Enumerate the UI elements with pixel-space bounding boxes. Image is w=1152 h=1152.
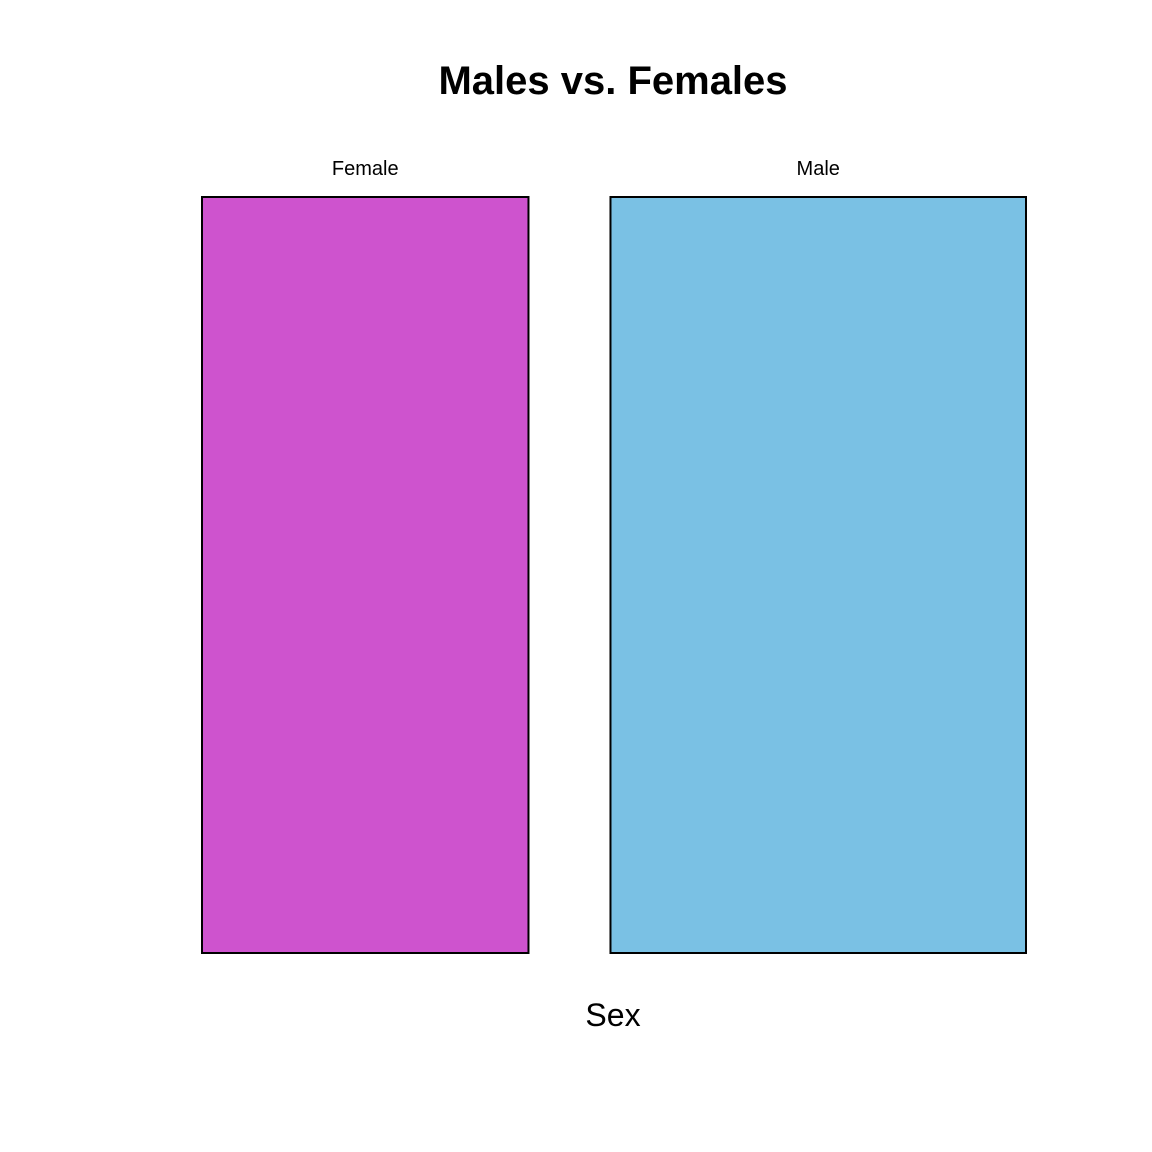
category-labels-group: Female Male — [332, 158, 840, 180]
category-label-male: Male — [797, 158, 840, 180]
bars-group — [201, 196, 1027, 954]
bar-female — [201, 196, 530, 954]
bar-male — [609, 196, 1027, 954]
x-axis-label: Sex — [585, 997, 640, 1033]
chart-title: Males vs. Females — [438, 59, 787, 103]
category-label-female: Female — [332, 158, 399, 180]
